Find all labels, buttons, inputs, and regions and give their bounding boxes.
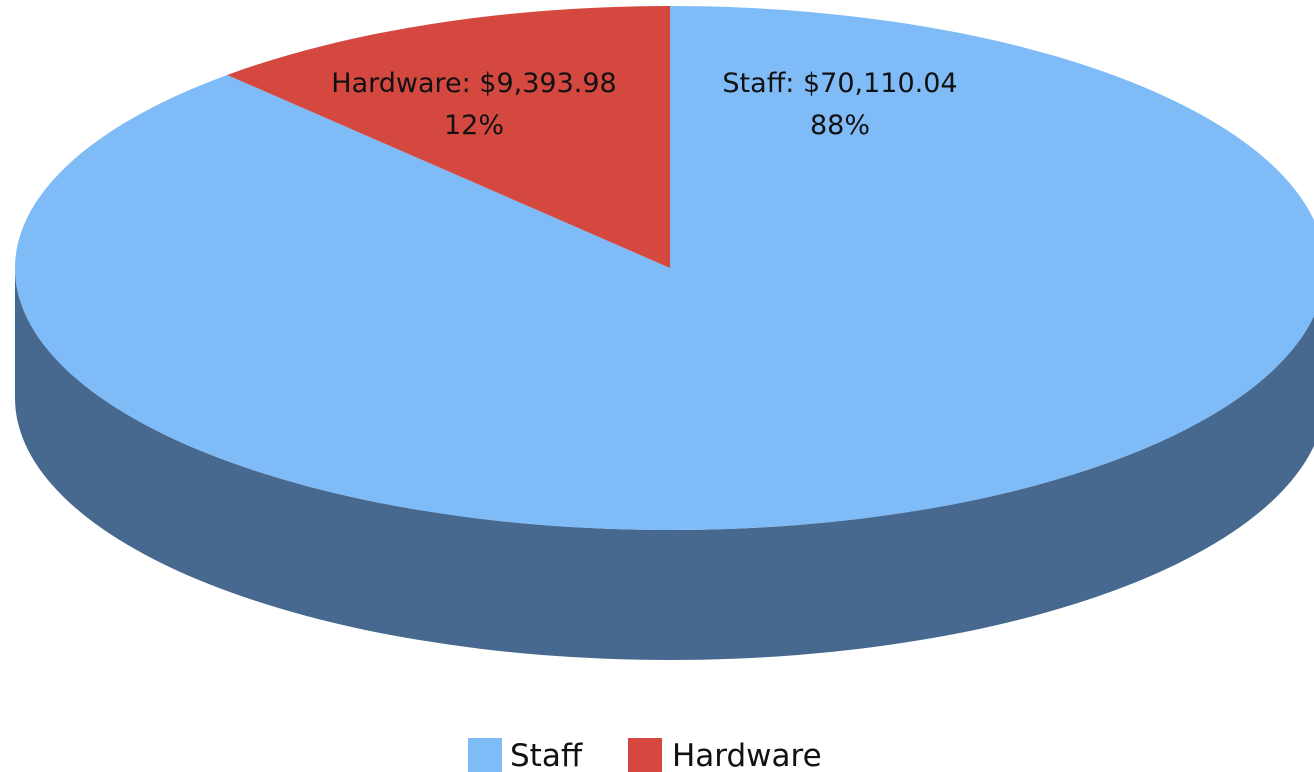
legend-label-hardware: Hardware xyxy=(672,738,822,772)
slice-label-hardware-percent: 12% xyxy=(444,110,504,141)
slice-label-hardware-value: Hardware: $9,393.98 xyxy=(331,68,616,99)
legend: Staff Hardware xyxy=(468,738,822,772)
pie-slice-staff xyxy=(15,6,1314,530)
pie-side-staff xyxy=(15,268,1314,660)
pie-side-layer xyxy=(15,268,1314,660)
slice-label-staff-percent: 88% xyxy=(810,110,870,141)
pie-slice-hardware xyxy=(227,6,670,268)
slice-label-staff-value: Staff: $70,110.04 xyxy=(722,68,957,99)
legend-swatch-staff xyxy=(468,738,502,772)
legend-swatch-hardware xyxy=(628,738,662,772)
legend-label-staff: Staff xyxy=(510,738,583,772)
pie-top-layer xyxy=(15,6,1314,530)
